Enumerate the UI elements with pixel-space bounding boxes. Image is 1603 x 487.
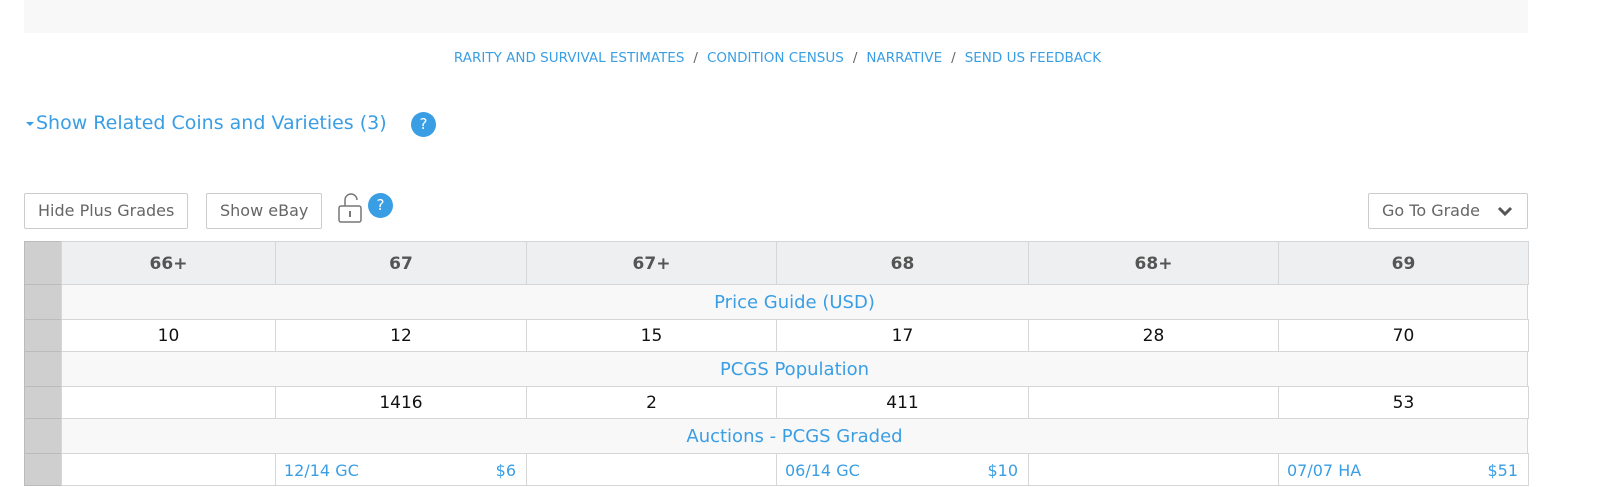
separator: / [852,50,858,66]
grade-cell: 411 [776,386,1029,419]
section-title: PCGS Population [61,351,1528,387]
row-handle [24,241,62,285]
auction-price[interactable]: $10 [987,461,1018,480]
button[interactable]: Show eBay [206,193,323,229]
separator: / [951,50,956,66]
grade-cell: 2 [526,386,777,419]
button[interactable]: Hide Plus Grades [24,193,189,229]
help-icon[interactable]: ? [411,112,436,137]
grade-cell [1028,453,1279,486]
auction-cell: 12/14 GC $6 [275,453,527,486]
lock-icon[interactable] [336,192,366,224]
grade-header: 68 [776,241,1029,285]
auction-date[interactable]: 06/14 GC [785,461,860,480]
chevron-icon [1497,206,1513,217]
grade-header: 67+ [526,241,777,285]
row-handle [24,351,62,387]
grade-cell [61,386,276,419]
caret-icon [26,121,34,126]
auction-price[interactable]: $51 [1487,461,1518,480]
grade-cell [526,453,777,486]
nav-link[interactable]: SEND US FEEDBACK [964,50,1102,66]
nav-link[interactable]: CONDITION CENSUS [706,50,844,66]
grade-header: 69 [1278,241,1529,285]
grade-header: 67 [275,241,527,285]
grade-cell [1028,386,1279,419]
nav-link[interactable]: RARITY AND SURVIVAL ESTIMATES [453,50,685,66]
row-handle [24,418,62,454]
grade-cell: 10 [61,319,276,352]
auction-date[interactable]: 07/07 HA [1287,461,1362,480]
dropdown-label: Go To Grade [1382,201,1480,220]
row-handle [24,386,62,419]
auction-cell: 06/14 GC $10 [776,453,1029,486]
related-toggle[interactable]: Show Related Coins and Varieties (3) [24,112,387,134]
grade-cell: 17 [776,319,1029,352]
grade-cell: 15 [526,319,777,352]
grade-cell: 1416 [275,386,527,419]
grade-header: 68+ [1028,241,1279,285]
auction-date[interactable]: 12/14 GC [284,461,359,480]
go-to-grade-dropdown[interactable]: Go To Grade [1368,193,1528,229]
auction-cell: 07/07 HA $51 [1278,453,1529,486]
nav-link[interactable]: NARRATIVE [866,50,943,66]
grade-cell: 12 [275,319,527,352]
separator: / [693,50,698,66]
related-label[interactable]: Show Related Coins and Varieties (3) [36,112,387,134]
grade-cell [61,453,276,486]
grade-cell: 70 [1278,319,1529,352]
help-icon[interactable]: ? [368,193,393,218]
section-nav: RARITY AND SURVIVAL ESTIMATES / CONDITION … [0,50,1555,66]
section-title: Auctions - PCGS Graded [61,418,1528,454]
grade-header: 66+ [61,241,276,285]
row-handle [24,319,62,352]
top-panel [24,0,1528,33]
auction-price[interactable]: $6 [495,461,516,480]
section-title: Price Guide (USD) [61,284,1528,320]
row-handle [24,284,62,320]
grade-cell: 53 [1278,386,1529,419]
grade-cell: 28 [1028,319,1279,352]
row-handle [24,453,62,486]
